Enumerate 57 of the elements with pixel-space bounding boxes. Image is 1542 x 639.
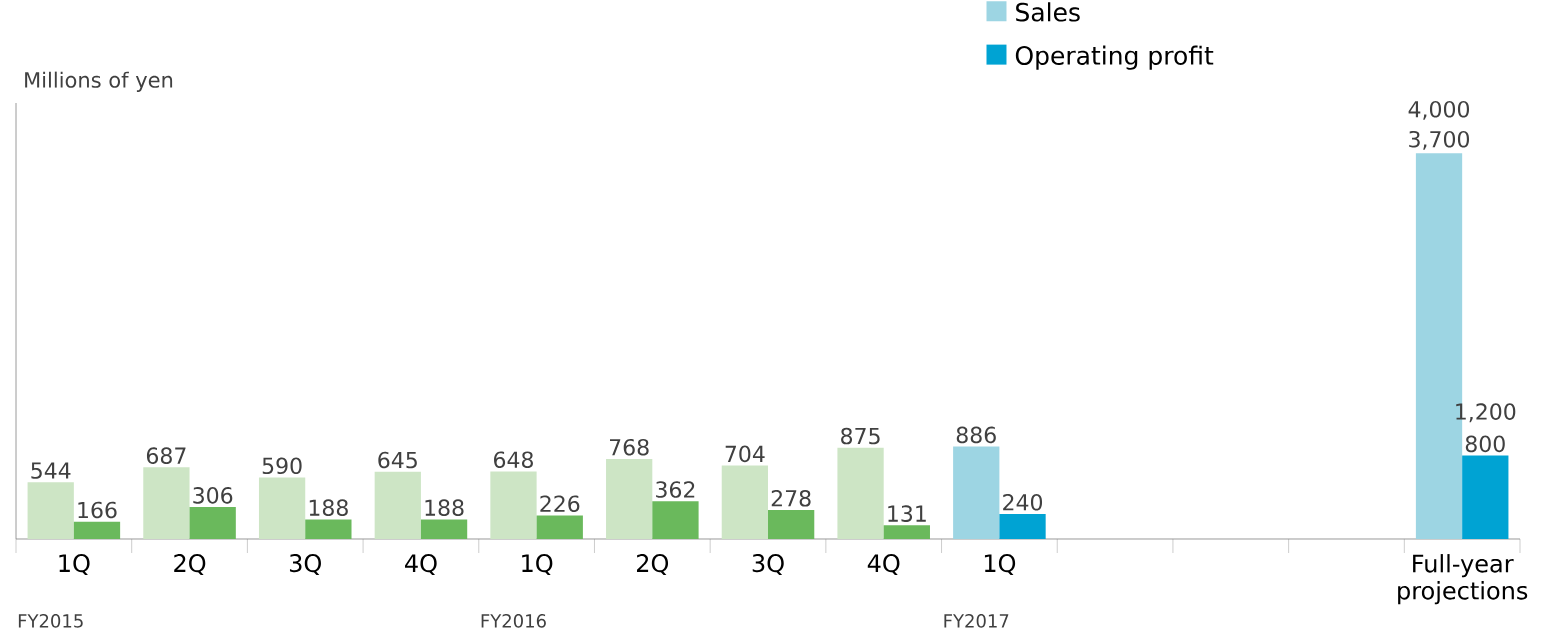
- data-label: 306: [193, 487, 233, 504]
- data-label: 188: [425, 499, 464, 516]
- annotation: 1,200: [1456, 403, 1516, 423]
- data-label: 875: [841, 427, 880, 445]
- data-label: 240: [1003, 493, 1043, 511]
- legend-label: Operating profit: [1015, 45, 1214, 70]
- data-label: 3,700: [1409, 130, 1470, 150]
- bar: [606, 458, 653, 539]
- bar: [536, 515, 583, 539]
- data-label: 188: [309, 499, 348, 516]
- data-label: 704: [725, 445, 765, 463]
- data-label: 800: [1465, 435, 1505, 453]
- bar: [420, 519, 468, 539]
- bar: [953, 446, 1000, 539]
- x-tick-label: 3Q: [752, 554, 784, 575]
- bar: [490, 471, 537, 539]
- x-tick-label: Full-year projections: [1398, 554, 1528, 605]
- legend-label: Sales: [1016, 2, 1080, 22]
- x-tick-label: 4Q: [405, 554, 437, 575]
- text: FY2016: [481, 614, 546, 628]
- bar: [143, 467, 190, 539]
- data-label: 226: [540, 495, 580, 513]
- data-label: 166: [78, 501, 117, 519]
- bar: [652, 501, 699, 539]
- bar: [999, 513, 1046, 539]
- x-tick-label: 1Q: [522, 554, 553, 575]
- x-tick-label: 1Q: [59, 554, 90, 575]
- data-label: 645: [378, 451, 417, 469]
- x-tick-label: 4Q: [867, 554, 900, 575]
- bar: [258, 477, 306, 539]
- x-tick-label: 2Q: [636, 554, 669, 575]
- x-tick-label: 1Q: [984, 554, 1016, 575]
- y-axis-title: Millions of yen: [25, 71, 173, 92]
- bar: [883, 525, 930, 539]
- bar: [768, 510, 815, 539]
- data-label: 886: [956, 426, 996, 444]
- data-label: 131: [888, 505, 926, 522]
- data-label: 278: [771, 489, 811, 507]
- bar: [73, 521, 121, 539]
- data-label: 590: [262, 457, 302, 475]
- data-label: 687: [146, 447, 186, 464]
- data-label: 544: [31, 462, 71, 479]
- bar: [1462, 455, 1509, 539]
- x-tick-label: 3Q: [289, 554, 321, 575]
- bar: [837, 447, 884, 539]
- text: 4,000: [1408, 100, 1470, 120]
- text: FY2015: [18, 614, 83, 628]
- bar: [721, 465, 769, 539]
- text: FY2017: [944, 614, 1009, 628]
- bar: [374, 471, 421, 539]
- bar: [27, 482, 74, 539]
- data-label: 768: [610, 438, 649, 456]
- bar: [305, 519, 352, 539]
- data-label: 362: [656, 481, 695, 498]
- x-tick-label: 2Q: [174, 554, 206, 575]
- bar: [189, 507, 236, 539]
- data-label: 648: [494, 451, 533, 469]
